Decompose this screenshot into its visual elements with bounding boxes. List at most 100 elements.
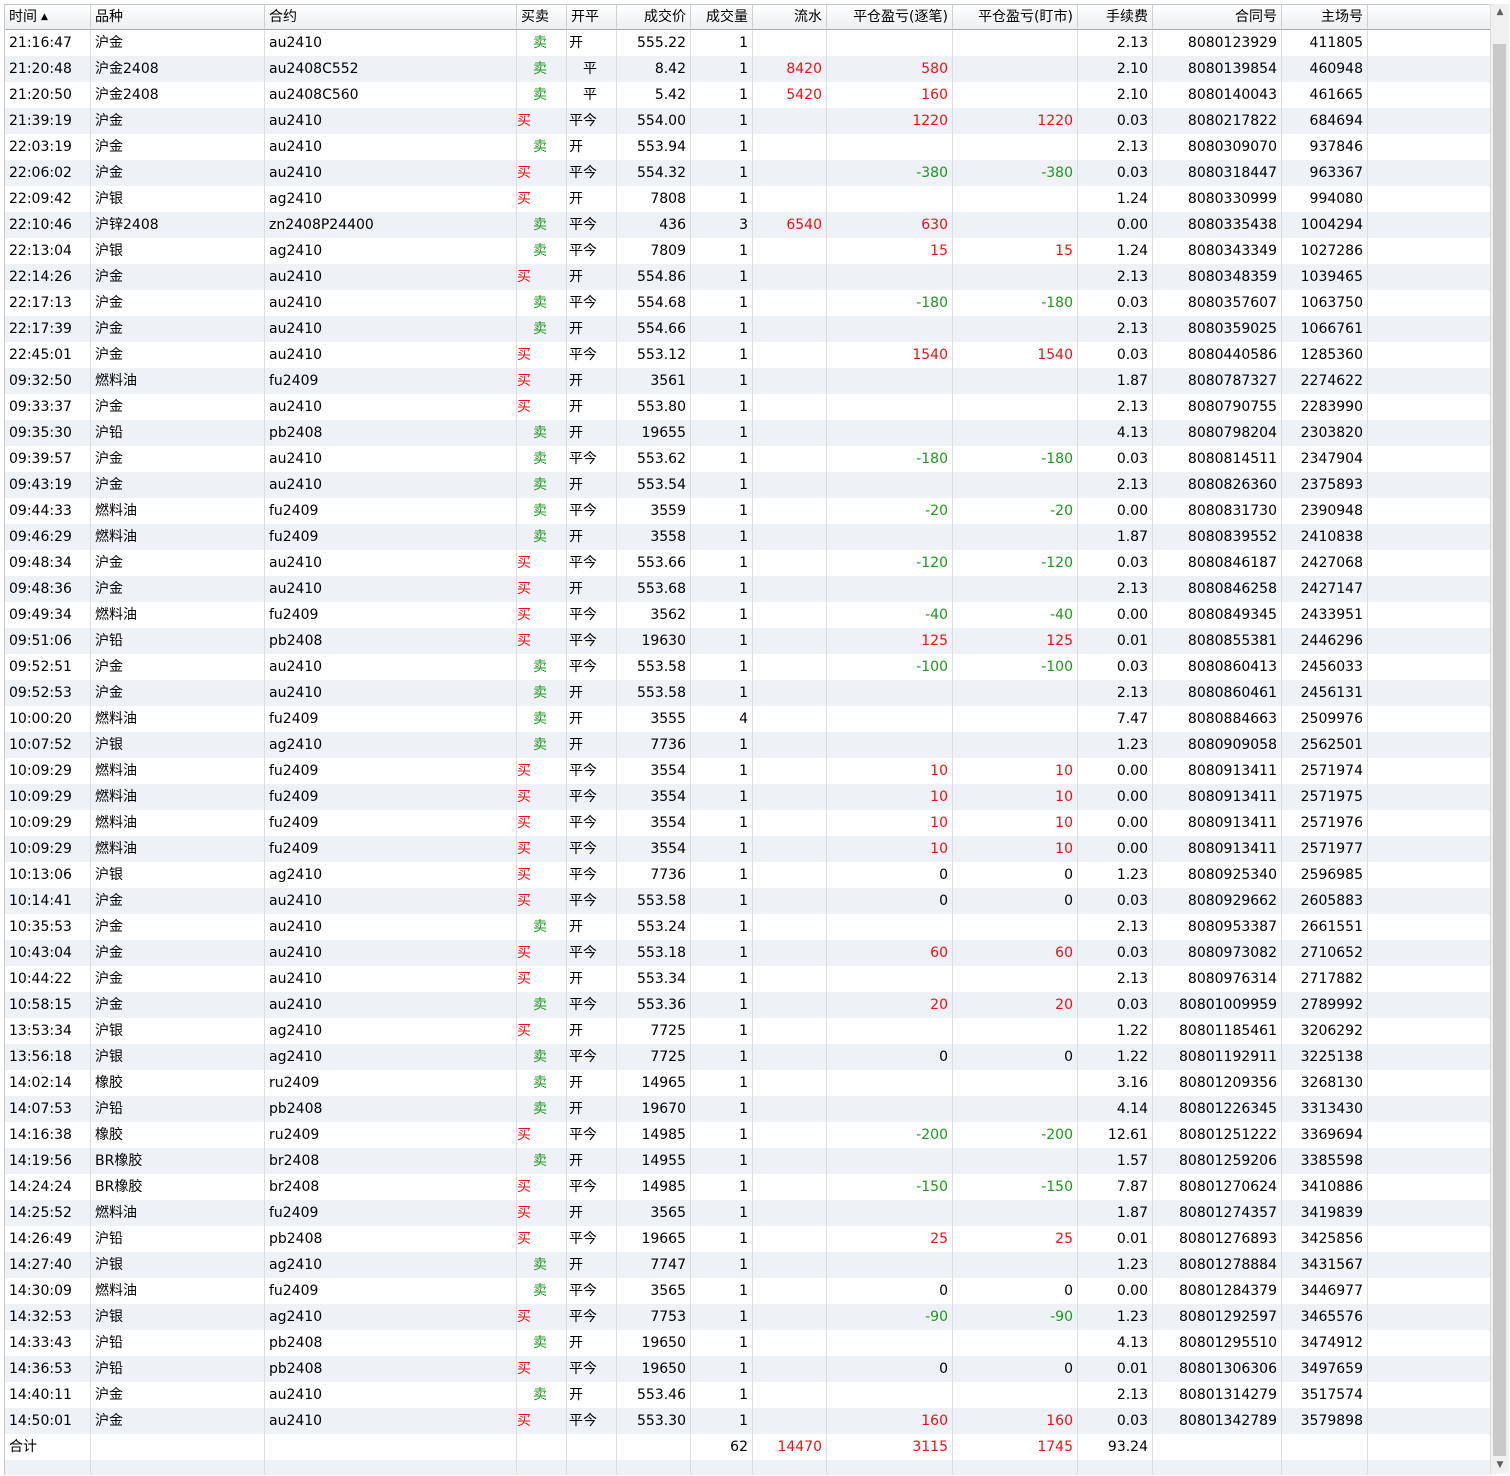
cell-pnl_trade	[827, 134, 953, 160]
table-row[interactable]: 09:48:36 沪金 au2410 买开 553.68 1 2.13 8080846258 2…	[5, 576, 1491, 602]
cell-oc: 开	[567, 368, 617, 394]
column-header-contract_no[interactable]: 合同号	[1153, 5, 1282, 30]
table-row[interactable]: 22:17:39 沪金 au2410 卖开 554.66 1 2.13 8080359025 1…	[5, 316, 1491, 342]
cell-pnl_trade: 25	[827, 1226, 953, 1252]
table-row[interactable]: 09:51:06 沪铅 pb2408 买平今 19630 1 125 125 0.01 80808…	[5, 628, 1491, 654]
table-row[interactable]: 14:50:01 沪金 au2410 买平今 553.30 1 160 160 0.03 8080…	[5, 1408, 1491, 1434]
trade-records-grid[interactable]: 时间 ▲ 品种 合约 买卖 开平 成交价 成交量 流水 平仓盈亏(逐笔) 平仓盈亏(盯市) 手续费 合同…	[4, 4, 1491, 1475]
cell-contract_no: 8080849345	[1153, 602, 1282, 628]
table-row[interactable]: 14:27:40 沪银 ag2410 卖开 7747 1 1.23 80801278884 34…	[5, 1252, 1491, 1278]
table-row[interactable]: 14:36:53 沪铅 pb2408 买平今 19650 1 0 0 0.01 808013063…	[5, 1356, 1491, 1382]
table-row[interactable]: 09:39:57 沪金 au2410 卖平今 553.62 1 -180 -180 0.03 80…	[5, 446, 1491, 472]
cell-exch_no: 937846	[1282, 134, 1368, 160]
column-header-flow[interactable]: 流水	[753, 5, 827, 30]
table-row[interactable]: 14:33:43 沪铅 pb2408 卖开 19650 1 4.13 80801295510 3…	[5, 1330, 1491, 1356]
table-row[interactable]: 14:16:38 橡胶 ru2409 买平今 14985 1 -200 -200 12.61 80…	[5, 1122, 1491, 1148]
table-row[interactable]: 09:49:34 燃料油 fu2409 买平今 3562 1 -40 -40 0.00 80808…	[5, 602, 1491, 628]
cell-variety: 沪金	[91, 316, 265, 342]
column-header-variety[interactable]: 品种	[91, 5, 265, 30]
table-row[interactable]: 14:24:24 BR橡胶 br2408 买平今 14985 1 -150 -150 7.87 8…	[5, 1174, 1491, 1200]
table-row[interactable]: 21:20:50 沪金2408 au2408C560 卖平 5.42 1 5420 160 2.…	[5, 82, 1491, 108]
column-header-contract[interactable]: 合约	[265, 5, 517, 30]
cell-time: 09:32:50	[5, 368, 91, 394]
cell-pnl_mark	[953, 420, 1078, 446]
table-row[interactable]: 13:56:18 沪银 ag2410 卖平今 7725 1 0 0 1.22 8080119291…	[5, 1044, 1491, 1070]
table-row[interactable]: 10:07:52 沪银 ag2410 卖开 7736 1 1.23 8080909058 256…	[5, 732, 1491, 758]
table-row[interactable]: 14:40:11 沪金 au2410 卖开 553.46 1 2.13 80801314279…	[5, 1382, 1491, 1408]
table-row[interactable]: 09:33:37 沪金 au2410 买开 553.80 1 2.13 8080790755 2…	[5, 394, 1491, 420]
table-row[interactable]: 22:14:26 沪金 au2410 买开 554.86 1 2.13 8080348359 1…	[5, 264, 1491, 290]
row-filler	[1368, 1252, 1491, 1278]
table-row[interactable]: 10:13:06 沪银 ag2410 买平今 7736 1 0 0 1.23 8080925340…	[5, 862, 1491, 888]
table-row[interactable]: 14:19:56 BR橡胶 br2408 卖开 14955 1 1.57 8080125920…	[5, 1148, 1491, 1174]
table-row[interactable]: 13:53:34 沪银 ag2410 买开 7725 1 1.22 80801185461 32…	[5, 1018, 1491, 1044]
table-row[interactable]: 10:00:20 燃料油 fu2409 卖开 3555 4 7.47 8080884663 25…	[5, 706, 1491, 732]
table-row[interactable]: 10:09:29 燃料油 fu2409 买平今 3554 1 10 10 0.00 8080913…	[5, 758, 1491, 784]
table-row[interactable]: 09:43:19 沪金 au2410 卖开 553.54 1 2.13 8080826360 2…	[5, 472, 1491, 498]
vertical-scrollbar[interactable]: ▲ ▼	[1490, 4, 1509, 1474]
cell-time: 22:06:02	[5, 160, 91, 186]
column-header-oc[interactable]: 开平	[567, 5, 617, 30]
table-row[interactable]: 14:07:53 沪铅 pb2408 卖开 19670 1 4.14 80801226345 3…	[5, 1096, 1491, 1122]
table-row[interactable]: 10:44:22 沪金 au2410 买开 553.34 1 2.13 8080976314 2…	[5, 966, 1491, 992]
table-row[interactable]: 14:30:09 燃料油 fu2409 卖平今 3565 1 0 0 0.00 808012843…	[5, 1278, 1491, 1304]
sort-ascending-icon[interactable]: ▲	[41, 12, 48, 22]
scrollbar-thumb[interactable]	[1493, 44, 1506, 1456]
table-row[interactable]: 22:06:02 沪金 au2410 买平今 554.32 1 -380 -380 0.03 80…	[5, 160, 1491, 186]
column-header-qty[interactable]: 成交量	[691, 5, 753, 30]
cell-side: 买	[517, 862, 567, 888]
cell-price: 3565	[617, 1200, 691, 1226]
table-row[interactable]: 09:52:51 沪金 au2410 卖平今 553.58 1 -100 -100 0.03 80…	[5, 654, 1491, 680]
cell-contract: fu2409	[265, 602, 517, 628]
table-row[interactable]: 22:03:19 沪金 au2410 卖开 553.94 1 2.13 8080309070 9…	[5, 134, 1491, 160]
cell-exch_no: 3206292	[1282, 1018, 1368, 1044]
table-row[interactable]: 09:44:33 燃料油 fu2409 卖平今 3559 1 -20 -20 0.00 80808…	[5, 498, 1491, 524]
column-header-time[interactable]: 时间 ▲	[5, 5, 91, 30]
table-row[interactable]: 14:02:14 橡胶 ru2409 卖开 14965 1 3.16 80801209356 3…	[5, 1070, 1491, 1096]
table-row[interactable]: 14:32:53 沪银 ag2410 买平今 7753 1 -90 -90 1.23 808012…	[5, 1304, 1491, 1330]
column-header-fee[interactable]: 手续费	[1078, 5, 1153, 30]
table-row[interactable]: 10:58:15 沪金 au2410 卖平今 553.36 1 20 20 0.03 808010…	[5, 992, 1491, 1018]
cell-variety: 沪金	[91, 342, 265, 368]
cell-flow	[753, 888, 827, 914]
cell-qty: 1	[691, 550, 753, 576]
table-row[interactable]: 09:32:50 燃料油 fu2409 买开 3561 1 1.87 8080787327 22…	[5, 368, 1491, 394]
column-header-pnl_trade[interactable]: 平仓盈亏(逐笔)	[827, 5, 953, 30]
table-row[interactable]: 09:35:30 沪铅 pb2408 卖开 19655 1 4.13 8080798204 23…	[5, 420, 1491, 446]
column-header-price[interactable]: 成交价	[617, 5, 691, 30]
cell-oc: 开	[567, 264, 617, 290]
cell-pnl_mark: 125	[953, 628, 1078, 654]
table-row[interactable]: 09:48:34 沪金 au2410 买平今 553.66 1 -120 -120 0.03 80…	[5, 550, 1491, 576]
table-row[interactable]: 21:20:48 沪金2408 au2408C552 卖平 8.42 1 8420 580 2.…	[5, 56, 1491, 82]
table-row[interactable]: 10:09:29 燃料油 fu2409 买平今 3554 1 10 10 0.00 8080913…	[5, 810, 1491, 836]
cell-oc: 开	[567, 472, 617, 498]
table-row[interactable]: 22:09:42 沪银 ag2410 买开 7808 1 1.24 8080330999 994…	[5, 186, 1491, 212]
table-row[interactable]: 22:13:04 沪银 ag2410 卖平今 7809 1 15 15 1.24 80803433…	[5, 238, 1491, 264]
column-header-label: 手续费	[1106, 9, 1148, 25]
table-row[interactable]: 10:09:29 燃料油 fu2409 买平今 3554 1 10 10 0.00 8080913…	[5, 836, 1491, 862]
column-header-exch_no[interactable]: 主场号	[1282, 5, 1368, 30]
cell-pnl_trade: 580	[827, 56, 953, 82]
table-row[interactable]: 21:16:47 沪金 au2410 卖开 555.22 1 2.13 8080123929 4…	[5, 30, 1491, 56]
table-row[interactable]: 09:46:29 燃料油 fu2409 卖开 3558 1 1.87 8080839552 24…	[5, 524, 1491, 550]
table-row[interactable]: 10:14:41 沪金 au2410 买平今 553.58 1 0 0 0.03 80809296…	[5, 888, 1491, 914]
cell-contract: fu2409	[265, 784, 517, 810]
table-row[interactable]: 10:35:53 沪金 au2410 卖开 553.24 1 2.13 8080953387 2…	[5, 914, 1491, 940]
scroll-up-arrow-icon[interactable]: ▲	[1496, 7, 1504, 17]
table-row[interactable]: 14:26:49 沪铅 pb2408 买平今 19665 1 25 25 0.01 8080127…	[5, 1226, 1491, 1252]
column-header-side[interactable]: 买卖	[517, 5, 567, 30]
table-row[interactable]: 14:25:52 燃料油 fu2409 买开 3565 1 1.87 80801274357 3…	[5, 1200, 1491, 1226]
table-row[interactable]: 10:43:04 沪金 au2410 买平今 553.18 1 60 60 0.03 808097…	[5, 940, 1491, 966]
table-row[interactable]: 22:17:13 沪金 au2410 卖平今 554.68 1 -180 -180 0.03 80…	[5, 290, 1491, 316]
table-row[interactable]: 10:09:29 燃料油 fu2409 买平今 3554 1 10 10 0.00 8080913…	[5, 784, 1491, 810]
table-row[interactable]: 22:45:01 沪金 au2410 买平今 553.12 1 1540 1540 0.03 80…	[5, 342, 1491, 368]
scroll-down-arrow-icon[interactable]: ▼	[1496, 1460, 1504, 1470]
cell-variety: 沪金2408	[91, 82, 265, 108]
total-row[interactable]: 合计 62 14470 3115 1745 93.24	[5, 1434, 1491, 1460]
table-row[interactable]: 21:39:19 沪金 au2410 买平今 554.00 1 1220 1220 0.03 80…	[5, 108, 1491, 134]
cell-price: 553.68	[617, 576, 691, 602]
cell-flow	[753, 706, 827, 732]
table-row[interactable]: 09:52:53 沪金 au2410 卖开 553.58 1 2.13 8080860461 2…	[5, 680, 1491, 706]
column-header-pnl_mark[interactable]: 平仓盈亏(盯市)	[953, 5, 1078, 30]
table-row[interactable]: 22:10:46 沪锌2408 zn2408P24400 卖平今 436 3 6540 630…	[5, 212, 1491, 238]
